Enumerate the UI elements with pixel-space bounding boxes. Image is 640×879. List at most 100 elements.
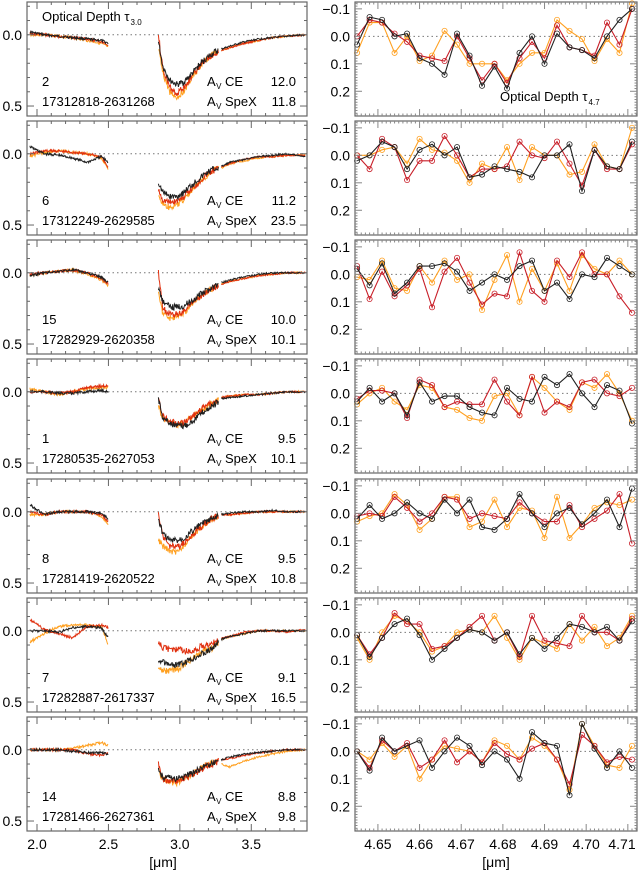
data-point-marker xyxy=(579,720,586,727)
av-label: A xyxy=(207,94,216,109)
data-point-marker xyxy=(454,393,461,400)
data-point-marker xyxy=(566,643,573,650)
data-point-marker xyxy=(479,524,486,531)
data-point-marker xyxy=(404,166,411,173)
spectrum-line xyxy=(157,283,219,311)
data-point-marker xyxy=(379,268,386,275)
data-point-marker xyxy=(541,645,548,652)
data-point-marker xyxy=(566,274,573,281)
tau47-line xyxy=(356,8,633,90)
spectrum-line xyxy=(220,271,306,284)
data-point-marker xyxy=(554,22,561,29)
tau47-line xyxy=(356,612,633,659)
y-tick-label: 0.2 xyxy=(331,440,351,456)
data-point-marker xyxy=(516,138,523,145)
y-tick-label: 0.0 xyxy=(3,384,23,400)
y-tick-label: 0.1 xyxy=(331,413,351,429)
spectrum-line xyxy=(221,33,306,51)
object-number: 7 xyxy=(42,670,49,685)
tau47-line xyxy=(356,492,633,544)
data-point-marker xyxy=(454,734,461,741)
data-point-marker xyxy=(554,382,561,389)
data-point-marker xyxy=(429,304,436,311)
left-axes-frame xyxy=(26,358,308,474)
data-point-marker xyxy=(404,38,411,45)
data-point-marker xyxy=(379,634,386,641)
data-point-marker xyxy=(466,174,473,181)
spectrum-line xyxy=(221,389,306,400)
object-number: 1 xyxy=(42,431,49,446)
left-axes-frame xyxy=(26,597,308,713)
data-point-marker xyxy=(379,515,386,522)
data-point-marker xyxy=(516,263,523,270)
data-point-marker xyxy=(554,510,561,517)
data-point-marker xyxy=(541,373,548,380)
data-point-marker xyxy=(429,279,436,286)
data-point-marker xyxy=(541,60,548,67)
data-point-marker xyxy=(491,63,498,70)
tau47-line xyxy=(356,493,633,540)
data-point-marker xyxy=(616,764,623,771)
spectrum-line xyxy=(221,508,306,517)
left-axes-frame xyxy=(26,716,308,832)
av-spex-value: 11.8 xyxy=(272,94,296,109)
y-tick-label: −0.1 xyxy=(322,1,350,17)
data-point-marker xyxy=(504,252,511,259)
data-point-marker xyxy=(379,16,386,23)
av-spex-value: 23.5 xyxy=(271,213,296,228)
data-point-marker xyxy=(579,47,586,54)
data-point-marker xyxy=(391,390,398,397)
y-tick-label: −0.1 xyxy=(322,358,350,374)
spectrum-line xyxy=(157,638,219,656)
av-subscript: V xyxy=(216,459,222,468)
data-point-marker xyxy=(616,49,623,56)
data-point-marker xyxy=(541,637,548,644)
data-point-marker xyxy=(529,612,536,619)
data-point-marker xyxy=(366,654,373,661)
data-point-marker xyxy=(529,144,536,151)
data-point-marker xyxy=(516,775,523,782)
data-point-marker xyxy=(491,393,498,400)
av-label: A xyxy=(207,312,216,327)
y-tick-label: −0.1 xyxy=(322,120,350,136)
right-panel-6: −0.1 0.0 0.1 0.2 xyxy=(322,120,638,236)
av-ce-value: 8.8 xyxy=(278,789,296,804)
av-ce-label: CE xyxy=(225,670,243,685)
av-spex-label: SpeX xyxy=(225,571,257,586)
data-point-marker xyxy=(366,166,373,173)
data-point-marker xyxy=(429,263,436,270)
data-point-marker xyxy=(404,742,411,749)
x-tick-label: 3.5 xyxy=(242,836,262,852)
data-point-marker xyxy=(429,60,436,67)
data-point-marker xyxy=(541,287,548,294)
spectrum-line xyxy=(29,387,109,396)
data-point-marker xyxy=(554,742,561,749)
data-point-marker xyxy=(441,737,448,744)
data-point-marker xyxy=(479,612,486,619)
data-point-marker xyxy=(616,387,623,394)
av-label: A xyxy=(207,74,216,89)
y-tick-label: 0.0 xyxy=(3,146,23,162)
tau47-line xyxy=(356,488,633,531)
data-point-marker xyxy=(491,526,498,533)
tau47-line xyxy=(356,373,633,422)
data-point-marker xyxy=(604,507,611,514)
tau47-line xyxy=(356,8,633,85)
x-tick-label: 4.68 xyxy=(489,836,516,852)
data-point-marker xyxy=(604,19,611,26)
spectrum-line xyxy=(157,759,219,783)
data-point-marker xyxy=(566,141,573,148)
y-tick-label: 0.2 xyxy=(331,202,351,218)
x-tick-label: 2.0 xyxy=(27,836,47,852)
data-point-marker xyxy=(441,748,448,755)
y-tick-label: 0.0 xyxy=(331,743,351,759)
data-point-marker xyxy=(441,268,448,275)
right-title: Optical Depth τ xyxy=(500,89,588,104)
data-point-marker xyxy=(479,417,486,424)
object-name: 17281466-2627361 xyxy=(42,809,155,824)
data-point-marker xyxy=(579,379,586,386)
data-point-marker xyxy=(404,615,411,622)
data-point-marker xyxy=(391,290,398,297)
data-point-marker xyxy=(591,274,598,281)
